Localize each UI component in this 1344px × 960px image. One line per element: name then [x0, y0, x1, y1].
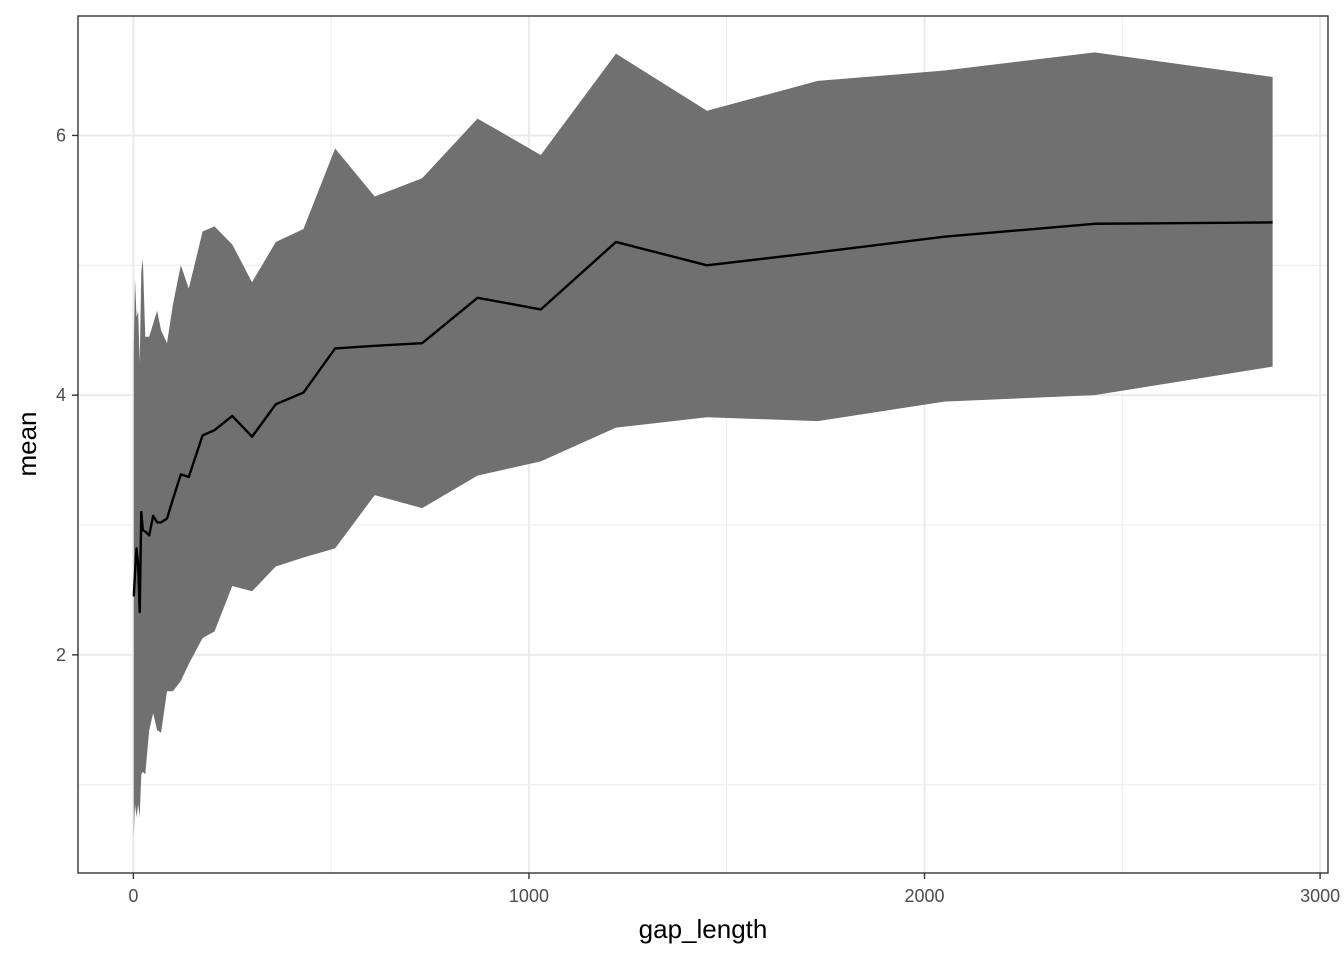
x-tick-label: 0 [128, 886, 138, 906]
x-tick-label: 2000 [904, 886, 944, 906]
y-tick-label: 2 [56, 645, 66, 665]
data-layer [132, 52, 1273, 837]
confidence-ribbon [133, 52, 1273, 837]
x-tick-label: 1000 [509, 886, 549, 906]
mean-line [132, 221, 1273, 614]
axes: 0 1000 2000 3000 2 4 6 [56, 125, 1340, 906]
x-tick-label: 3000 [1300, 886, 1340, 906]
panel-border [77, 15, 1329, 874]
y-tick-label: 6 [56, 125, 66, 145]
x-axis-title: gap_length [639, 914, 768, 944]
y-axis-title: mean [12, 411, 42, 476]
y-tick-label: 4 [56, 385, 66, 405]
